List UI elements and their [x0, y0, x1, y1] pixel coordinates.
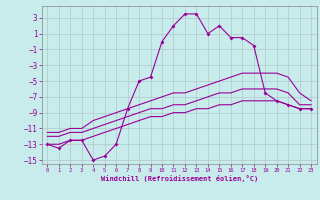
X-axis label: Windchill (Refroidissement éolien,°C): Windchill (Refroidissement éolien,°C) — [100, 175, 258, 182]
